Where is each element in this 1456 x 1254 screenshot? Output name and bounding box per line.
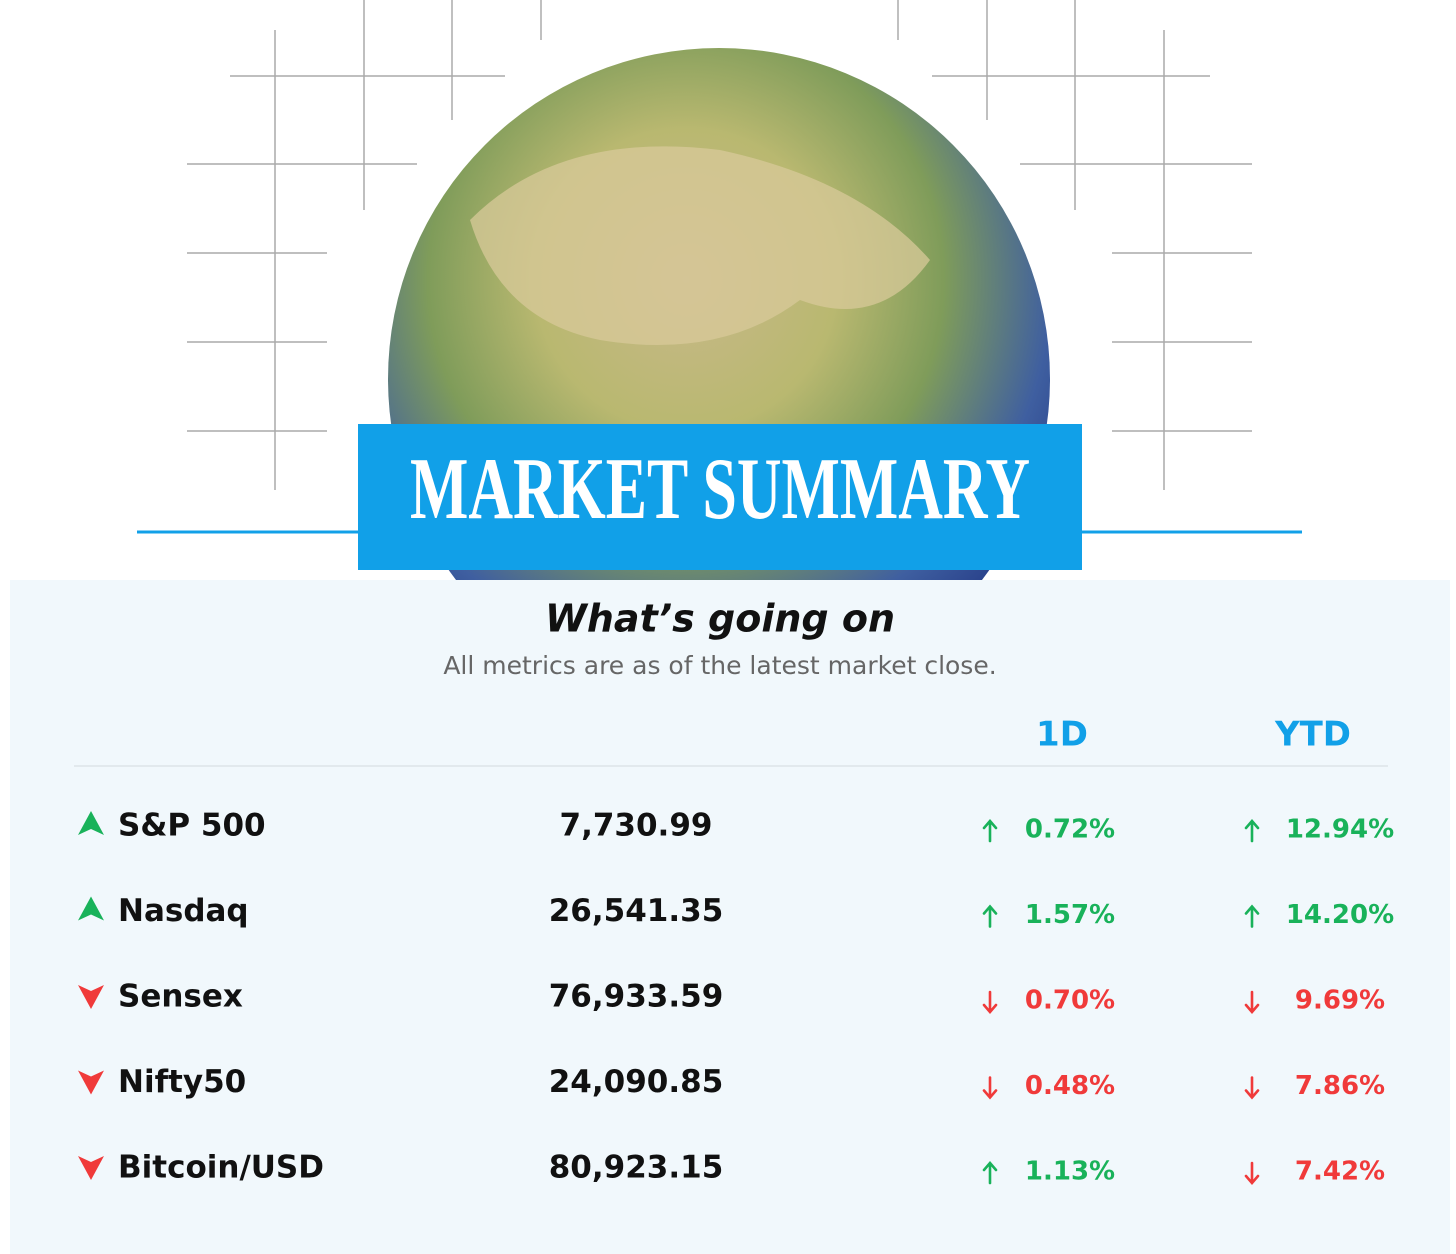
index-name: Bitcoin/USD (118, 1150, 324, 1186)
index-value: 24,090.85 (549, 1064, 724, 1100)
continent (470, 146, 930, 345)
note: All metrics are as of the latest market … (443, 651, 996, 680)
arrow-down (1244, 990, 1260, 1014)
change-ytd: 7.42% (1295, 1157, 1385, 1187)
change-ytd: 14.20% (1286, 900, 1394, 930)
index-name: Nasdaq (118, 893, 249, 929)
subtitle: What’s going on (545, 597, 895, 641)
arrow-up (982, 904, 998, 928)
index-name: Nifty50 (118, 1064, 246, 1100)
index-value: 26,541.35 (549, 893, 724, 929)
change-ytd: 9.69% (1295, 986, 1385, 1016)
change-d1: 0.70% (1025, 986, 1115, 1016)
column-header: 1D (1036, 715, 1088, 755)
trend-down-icon (78, 1070, 104, 1095)
decor-grid (187, 0, 1252, 490)
title-banner (358, 424, 1082, 570)
index-name: S&P 500 (118, 808, 266, 844)
arrow-up (1244, 904, 1260, 928)
index-value: 7,730.99 (560, 808, 713, 844)
index-value: 80,923.15 (549, 1150, 724, 1186)
arrow-up (1244, 819, 1260, 843)
index-name: Sensex (118, 979, 243, 1015)
change-d1: 0.48% (1025, 1071, 1115, 1101)
arrow-up (982, 819, 998, 843)
change-ytd: 12.94% (1286, 815, 1394, 845)
arrow-down (982, 990, 998, 1014)
arrow-down (1244, 1076, 1260, 1100)
change-d1: 0.72% (1025, 815, 1115, 845)
trend-up-icon (78, 811, 104, 835)
panel (10, 580, 1450, 1254)
title: MARKET SUMMARY (410, 441, 1030, 538)
change-d1: 1.13% (1025, 1157, 1115, 1187)
trend-up-icon (78, 896, 104, 921)
arrow-up (982, 1161, 998, 1185)
trend-down-icon (78, 1156, 104, 1180)
arrow-down (1244, 1161, 1260, 1185)
trend-down-icon (78, 985, 104, 1009)
column-header: YTD (1274, 715, 1351, 755)
arrow-down (982, 1076, 998, 1100)
change-d1: 1.57% (1025, 900, 1115, 930)
change-ytd: 7.86% (1295, 1071, 1385, 1101)
index-value: 76,933.59 (549, 979, 724, 1015)
